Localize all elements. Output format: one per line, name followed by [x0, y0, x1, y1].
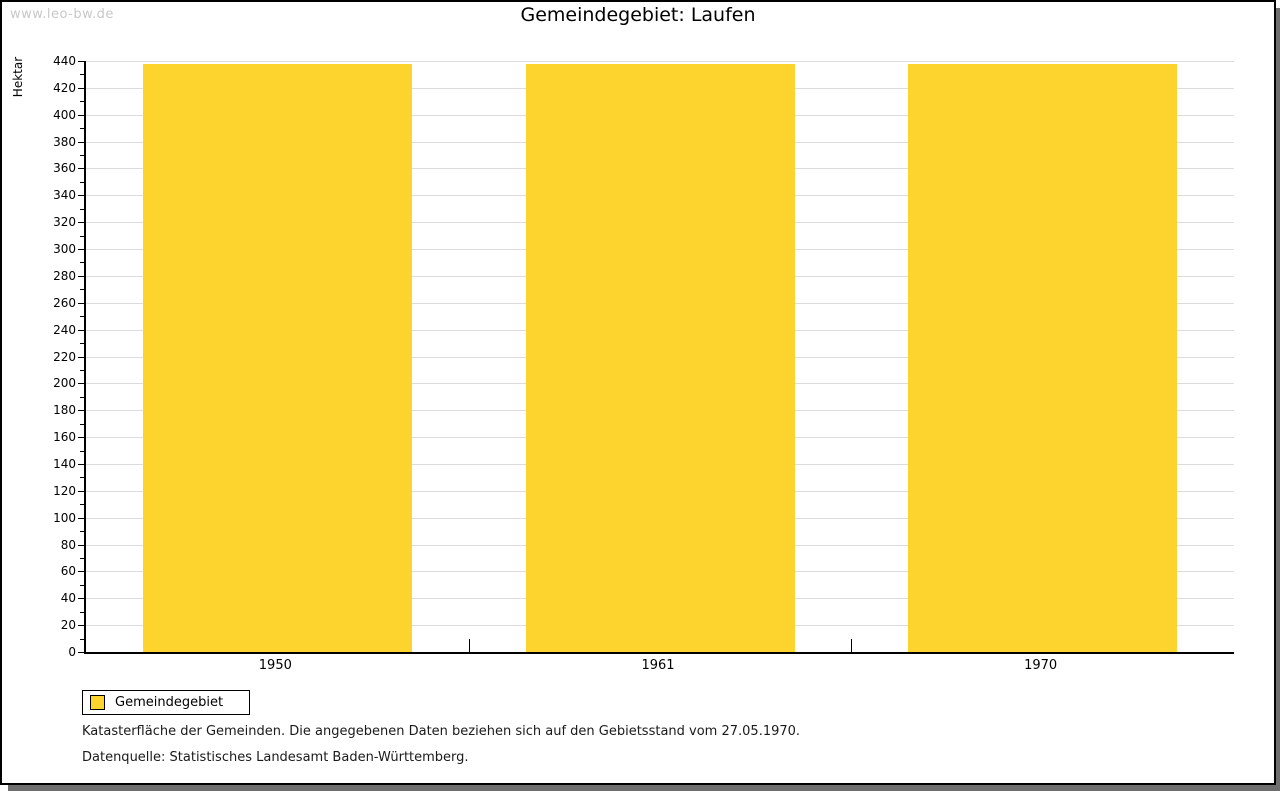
- chart-title: Gemeindegebiet: Laufen: [520, 4, 756, 26]
- y-tick-label: 420: [53, 80, 76, 95]
- y-tick-label: 400: [53, 107, 76, 122]
- y-major-tick: [78, 383, 84, 385]
- y-major-tick: [78, 195, 84, 197]
- y-minor-tick: [80, 557, 84, 559]
- watermark-text: www.leo-bw.de: [10, 7, 114, 22]
- footnote-description: Katasterfläche der Gemeinden. Die angege…: [82, 724, 801, 739]
- bar-1970: [908, 64, 1177, 652]
- y-tick-label: 120: [53, 483, 76, 498]
- y-tick-label: 20: [60, 618, 76, 633]
- y-major-tick: [78, 463, 84, 465]
- y-minor-tick: [80, 504, 84, 506]
- y-minor-tick: [80, 611, 84, 613]
- y-tick-label: 260: [53, 295, 76, 310]
- y-minor-tick: [80, 477, 84, 479]
- legend-swatch-icon: [90, 695, 105, 710]
- y-major-tick: [78, 598, 84, 600]
- y-major-tick: [78, 87, 84, 89]
- footnote-source: Datenquelle: Statistisches Landesamt Bad…: [82, 750, 469, 765]
- y-minor-tick: [80, 101, 84, 103]
- y-major-tick: [78, 329, 84, 331]
- y-major-tick: [78, 114, 84, 116]
- y-minor-tick: [80, 208, 84, 210]
- y-major-tick: [78, 356, 84, 358]
- y-tick-label: 440: [53, 54, 76, 68]
- bar-1961: [526, 64, 795, 652]
- y-minor-tick: [80, 74, 84, 76]
- x-tick-label: 1961: [641, 658, 675, 673]
- y-tick-label: 40: [60, 591, 76, 606]
- y-minor-tick: [80, 638, 84, 640]
- y-minor-tick: [80, 450, 84, 452]
- y-tick-label: 300: [53, 242, 76, 257]
- y-minor-tick: [80, 181, 84, 183]
- legend-label: Gemeindegebiet: [115, 695, 224, 710]
- y-major-tick: [78, 571, 84, 573]
- y-minor-tick: [80, 262, 84, 264]
- y-tick-label: 140: [53, 456, 76, 471]
- y-minor-tick: [80, 289, 84, 291]
- y-minor-tick: [80, 128, 84, 130]
- y-minor-tick: [80, 396, 84, 398]
- y-major-tick: [78, 544, 84, 546]
- legend-box: Gemeindegebiet: [82, 690, 251, 715]
- y-major-tick: [78, 437, 84, 439]
- x-tick-label: 1970: [1024, 658, 1058, 673]
- y-major-tick: [78, 625, 84, 627]
- y-tick-label: 220: [53, 349, 76, 364]
- y-tick-label: 100: [53, 510, 76, 525]
- y-minor-tick: [80, 316, 84, 318]
- y-tick-label: 200: [53, 376, 76, 391]
- y-tick-label: 360: [53, 161, 76, 176]
- y-major-tick: [78, 249, 84, 251]
- x-tick-label: 1950: [258, 658, 292, 673]
- y-major-tick: [78, 222, 84, 224]
- y-tick-label: 60: [60, 564, 76, 579]
- y-major-tick: [78, 141, 84, 143]
- y-major-tick: [78, 410, 84, 412]
- y-major-tick: [78, 61, 84, 62]
- gridline: [86, 61, 1234, 62]
- y-tick-label: 240: [53, 322, 76, 337]
- y-minor-tick: [80, 584, 84, 586]
- y-tick-label: 280: [53, 268, 76, 283]
- y-major-tick: [78, 652, 84, 653]
- y-minor-tick: [80, 423, 84, 425]
- plot-area: [84, 61, 1234, 654]
- y-major-tick: [78, 302, 84, 304]
- x-boundary-tick: [851, 639, 852, 652]
- y-tick-label: 0: [68, 645, 76, 659]
- bar-1950: [143, 64, 412, 652]
- y-major-tick: [78, 490, 84, 492]
- y-major-tick: [78, 517, 84, 519]
- y-major-tick: [78, 168, 84, 170]
- y-tick-label: 160: [53, 430, 76, 445]
- y-major-tick: [78, 275, 84, 277]
- x-boundary-tick: [469, 639, 470, 652]
- y-tick-label: 80: [60, 537, 76, 552]
- y-tick-label: 340: [53, 188, 76, 203]
- y-tick-label: 180: [53, 403, 76, 418]
- y-tick-label: 380: [53, 134, 76, 149]
- y-minor-tick: [80, 369, 84, 371]
- y-minor-tick: [80, 235, 84, 237]
- y-minor-tick: [80, 155, 84, 157]
- y-tick-label: 320: [53, 215, 76, 230]
- y-minor-tick: [80, 343, 84, 345]
- y-minor-tick: [80, 531, 84, 533]
